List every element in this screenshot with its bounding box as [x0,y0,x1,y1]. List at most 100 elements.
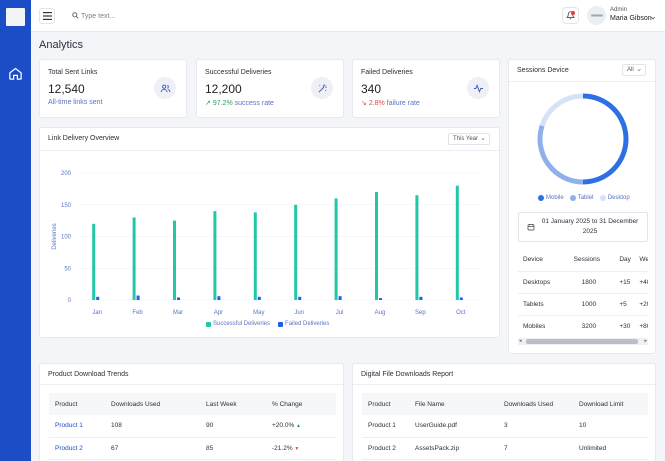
stat-sub: ↘ 2.8% failure rate [361,99,420,107]
legend-label: Mobile [546,195,564,201]
sessions-table-wrap: Device Sessions Day Week Desktops 1800 +… [518,249,648,337]
legend-dot [569,195,576,201]
search-input[interactable] [81,9,221,23]
x-tick-label: Jan [92,310,102,316]
scroll-left-arrow[interactable]: ◂ [519,338,522,344]
cell: UserGuide.pdf [415,422,457,430]
cell: +15 [619,278,631,286]
date-range-text: 01 January 2025 to 31 December 2025 [541,218,639,235]
triangle-down-icon: ▼ [294,445,300,452]
cell: +80 [639,322,648,330]
bar-successful [132,217,136,300]
stat-value: 340 [361,82,382,96]
product-trends-card: Product Download Trends Product Download… [39,363,344,461]
bar-successful [294,204,298,300]
scroll-right-arrow[interactable]: ▸ [644,338,647,344]
legend-tablet[interactable]: Tablet [569,195,594,201]
horizontal-scrollbar[interactable]: ◂ ▸ [518,338,648,345]
x-tick-label: Oct [456,310,466,316]
product-link[interactable]: Product 1 [55,422,83,430]
col-device: Device [523,256,543,264]
col-product: Product [368,400,391,408]
trend-label: success rate [234,100,274,107]
col-day: Day [619,256,631,264]
cell: +30 [619,322,631,330]
table-row: Product 2 AssetsPack.zip 7 Unlimited [362,437,648,459]
page-title: Analytics [39,39,84,51]
cell: +40 [639,278,648,286]
sessions-title: Sessions Device [517,67,569,74]
table-row: Desktops 1800 +15 +40 [518,271,648,293]
user-name[interactable]: Maria Gibson [610,15,652,22]
col-sessions: Sessions [573,256,601,264]
cell: Desktops [523,278,551,286]
chevron-down-icon[interactable] [650,15,656,21]
x-tick-label: Mar [173,310,183,316]
table-row: Product 1 UserGuide.pdf 3 10 [362,415,648,437]
sessions-device-card: Sessions Device All Mobile Tablet Deskto… [508,59,656,354]
bar-successful [415,195,419,300]
cell: 1800 [581,278,597,286]
change-cell: -21.2% ▼ [272,437,336,459]
cell: 3 [504,422,508,430]
cell: Unlimited [579,444,607,452]
bar-failed [177,297,180,300]
change-value: +20.0% [272,422,295,430]
cell: 67 [111,444,119,452]
table-row: Product 2 67 85 -21.2% ▼ [49,437,336,459]
stat-sub: ↗ 97.2% success rate [205,99,274,107]
bar-successful [375,192,378,300]
cell: 10 [579,422,587,430]
legend-desktop[interactable]: Desktop [599,195,630,201]
logo[interactable] [6,8,25,26]
menu-button[interactable] [39,8,55,24]
x-tick-label: Jun [294,310,304,316]
cell: Product 1 [368,422,396,430]
legend-dot [599,195,606,201]
trend-value: 2.8% [368,100,385,107]
trend-down-icon: ↘ [361,100,367,107]
chevron-down-icon [637,69,641,72]
table-row: Mobiles 3200 +30 +80 [518,315,648,337]
bar-successful [334,198,338,300]
legend-successful[interactable]: Successful Deliveries [206,321,270,327]
home-icon[interactable] [8,66,23,81]
sessions-table: Device Sessions Day Week Desktops 1800 +… [518,249,648,337]
sparkle-icon [311,77,333,99]
x-tick-label: Jul [336,310,344,316]
stat-card-total-sent: Total Sent Links 12,540 All-time links s… [39,59,187,118]
user-role: Admin [610,7,628,13]
chart-period-dropdown[interactable]: This Year [448,133,490,145]
divider [40,384,343,385]
scrollbar-thumb[interactable] [526,339,638,344]
trend-label: failure rate [386,100,420,107]
sessions-filter-dropdown[interactable]: All [622,64,646,76]
donut-slice-tablet[interactable] [537,124,584,185]
table-row: Tablets 1000 +5 +20 [518,293,648,315]
cell: Tablets [523,300,544,308]
cell: 3200 [581,322,597,330]
avatar[interactable] [587,6,606,25]
legend-failed[interactable]: Failed Deliveries [278,321,329,327]
chart-legend: Successful Deliveries Failed Deliveries [206,321,329,327]
stat-card-successful: Successful Deliveries 12,200 ↗ 97.2% suc… [196,59,344,118]
donut-slice-desktop[interactable] [539,93,584,127]
link-delivery-card: Link Delivery Overview This Year 0 50 100 1… [39,127,500,338]
y-tick-label: 150 [61,203,72,209]
hamburger-icon [42,12,52,20]
divider [509,81,655,82]
notifications-button[interactable] [562,7,579,24]
digital-downloads-title: Digital File Downloads Report [361,371,454,378]
product-trends-title: Product Download Trends [48,371,129,378]
bar-failed [459,297,463,300]
legend-label: Tablet [577,195,594,201]
cell: Mobiles [523,322,546,330]
donut-slice-mobile[interactable] [582,93,629,185]
date-range-picker[interactable]: 01 January 2025 to 31 December 2025 [518,212,648,242]
legend-mobile[interactable]: Mobile [538,195,564,201]
search-icon [72,12,79,19]
y-tick-label: 50 [64,266,71,272]
product-link[interactable]: Product 2 [55,444,83,452]
x-tick-label: Sep [415,310,426,316]
bar-failed [217,296,221,300]
